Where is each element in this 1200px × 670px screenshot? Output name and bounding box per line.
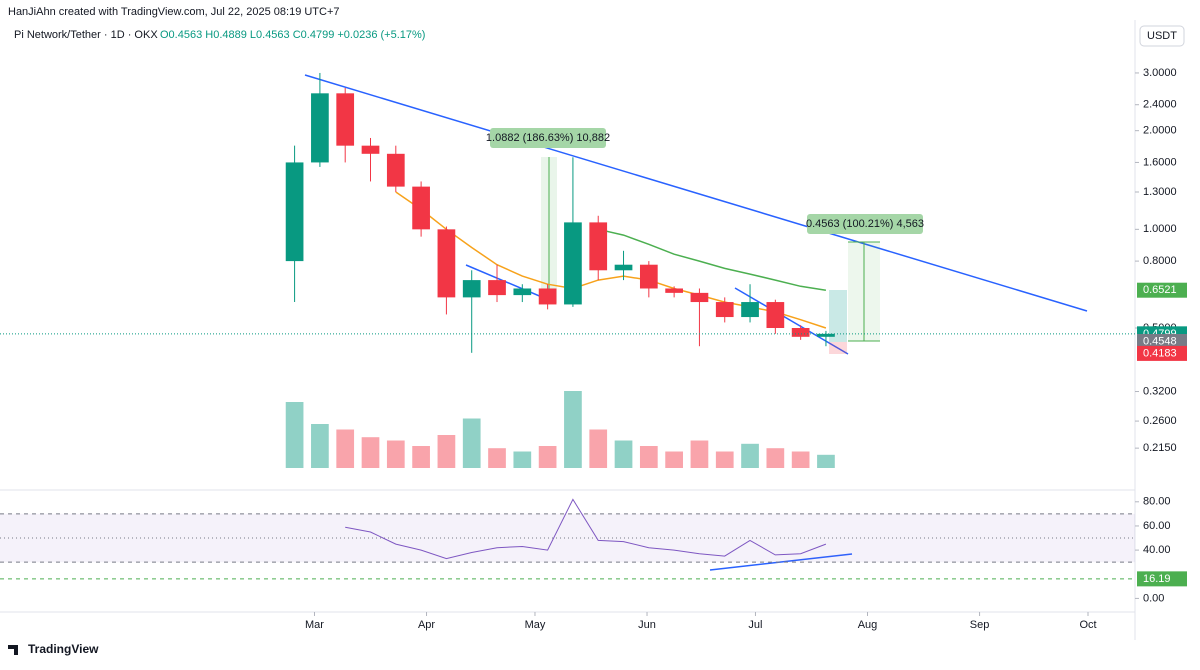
- candle-body: [614, 264, 633, 271]
- candle-body: [311, 93, 329, 163]
- volume-bar: [538, 446, 557, 468]
- x-tick-label: Jun: [638, 619, 656, 631]
- price-tag-label: 0.4183: [1143, 347, 1177, 359]
- rsi-tag-label: 16.19: [1143, 573, 1171, 585]
- volume-bar: [437, 435, 456, 468]
- x-tick-label: Aug: [858, 619, 878, 631]
- y-tick-label: 2.0000: [1143, 125, 1177, 137]
- candle-body: [741, 302, 759, 318]
- volume-bar: [639, 446, 658, 468]
- y-tick-label: 1.0000: [1143, 223, 1177, 235]
- candle-body: [538, 288, 557, 305]
- moving-average: [598, 228, 827, 291]
- volume-bar: [336, 429, 355, 468]
- measure-label-box: [490, 128, 606, 148]
- volume-bar: [311, 424, 329, 468]
- candle-body: [690, 292, 709, 303]
- position-profit[interactable]: [829, 290, 847, 342]
- y-tick-label: 0.00: [1143, 592, 1164, 604]
- y-tick-label: 1.6000: [1143, 156, 1177, 168]
- volume-bar: [564, 391, 582, 468]
- volume-bar: [791, 451, 810, 468]
- rsi-line: [345, 498, 827, 560]
- measure-label: 1.0882 (186.63%) 10,882: [486, 132, 610, 144]
- candle-body: [791, 328, 810, 337]
- candle-body: [488, 280, 506, 296]
- price-tag-label: 0.4548: [1143, 335, 1177, 347]
- y-tick-label: 3.0000: [1143, 67, 1177, 79]
- x-tick-label: Apr: [418, 619, 435, 631]
- candle-body: [361, 145, 380, 154]
- candle-body: [665, 288, 683, 293]
- candle-body: [589, 222, 608, 271]
- x-tick-label: Mar: [305, 619, 324, 631]
- volume-bar: [741, 443, 759, 468]
- volume-bar: [488, 448, 506, 468]
- volume-bar: [412, 446, 430, 468]
- candle-body: [817, 333, 835, 337]
- volume-bar: [589, 429, 608, 468]
- position-loss[interactable]: [829, 342, 847, 354]
- y-tick-label: 2.4000: [1143, 99, 1177, 111]
- candle-body: [715, 302, 734, 318]
- volume-bar: [361, 437, 380, 468]
- ohlc: O0.4563 H0.4889 L0.4563 C0.4799 +0.0236 …: [160, 29, 425, 41]
- candle-body: [437, 229, 456, 298]
- y-tick-label: 1.3000: [1143, 186, 1177, 198]
- trendline[interactable]: [304, 74, 1088, 312]
- x-tick-label: Jul: [748, 619, 762, 631]
- volume-bar: [817, 454, 835, 468]
- volume-bar: [690, 440, 709, 468]
- candle-body: [766, 302, 785, 329]
- rsi-band: [0, 513, 1135, 563]
- rsi-tag: [1137, 571, 1187, 587]
- y-tick-label: 80.00: [1143, 496, 1171, 508]
- candle-body: [285, 162, 304, 262]
- x-tick-label: Sep: [970, 619, 990, 631]
- y-tick-label: 0.2150: [1143, 442, 1177, 454]
- price-tag: [1137, 282, 1187, 298]
- credit: HanJiAhn created with TradingView.com, J…: [8, 6, 340, 18]
- candle-body: [412, 186, 430, 230]
- candle-body: [513, 288, 532, 296]
- footer-logo[interactable]: TradingView: [28, 642, 99, 656]
- candle-body: [336, 93, 355, 146]
- candle-body: [639, 264, 658, 289]
- rsi-trendline[interactable]: [709, 553, 853, 571]
- volume-bar: [513, 451, 532, 468]
- y-tick-label: 0.2600: [1143, 415, 1177, 427]
- price-tag-label: 0.6521: [1143, 284, 1177, 296]
- price-tag: [1137, 333, 1187, 349]
- currency-button[interactable]: [1139, 25, 1185, 47]
- y-tick-label: 60.00: [1143, 520, 1171, 532]
- trendline[interactable]: [734, 287, 849, 355]
- currency[interactable]: USDT: [1147, 30, 1177, 42]
- measure-label-box: [807, 214, 923, 234]
- volume-bar: [766, 448, 785, 468]
- y-tick-label: 40.00: [1143, 544, 1171, 556]
- volume-bar: [386, 440, 405, 468]
- candle-body: [564, 222, 582, 305]
- y-tick-label: 0.8000: [1143, 255, 1177, 267]
- logo-icon: [8, 645, 18, 655]
- volume-bar: [462, 418, 481, 468]
- volume-bar: [285, 402, 304, 468]
- price-tag: [1137, 345, 1187, 361]
- volume-bar: [665, 451, 683, 468]
- x-tick-label: May: [525, 619, 546, 631]
- x-tick-label: Oct: [1079, 619, 1096, 631]
- volume-bar: [715, 451, 734, 468]
- symbol[interactable]: Pi Network/Tether · 1D · OKX: [14, 29, 158, 41]
- volume-bar: [614, 440, 633, 468]
- y-tick-label: 0.3200: [1143, 385, 1177, 397]
- candle-body: [462, 280, 481, 298]
- measure-label: 0.4563 (100.21%) 4,563: [806, 218, 924, 230]
- candle-body: [386, 153, 405, 187]
